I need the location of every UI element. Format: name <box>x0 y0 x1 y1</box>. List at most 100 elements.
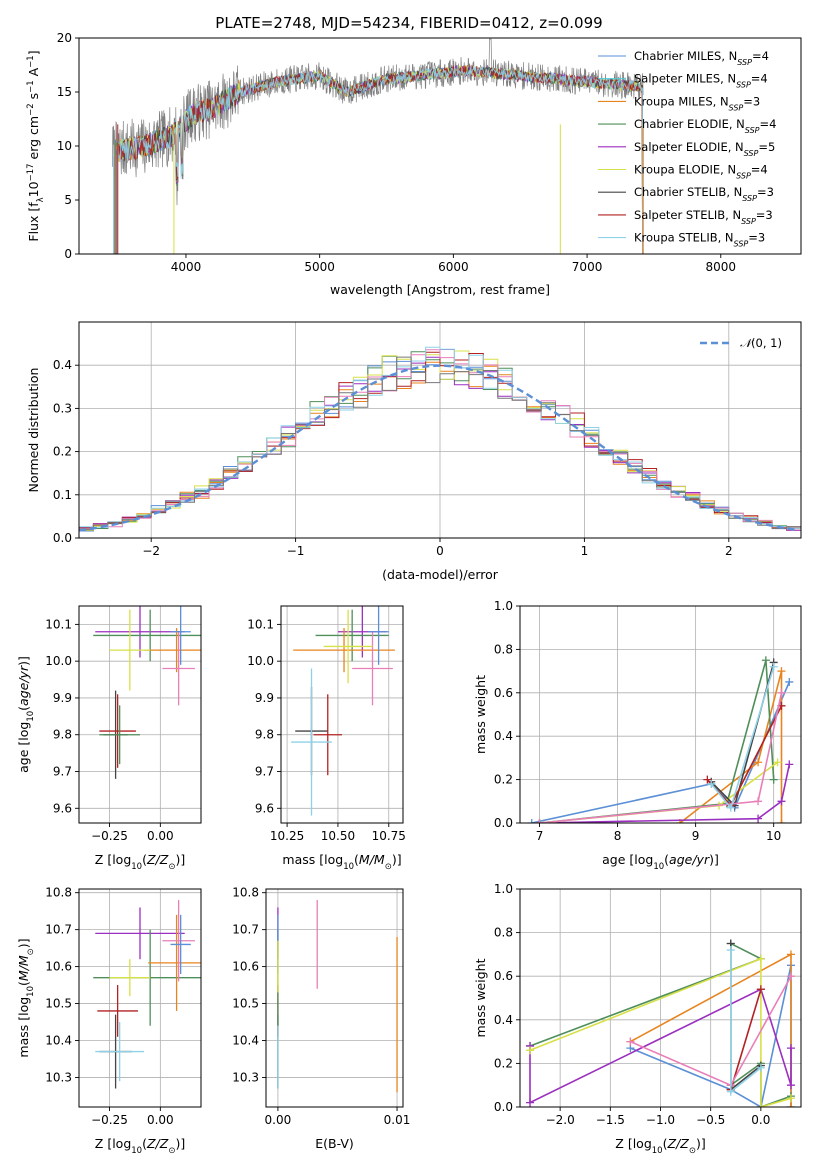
weight-marker <box>769 775 778 784</box>
legend-entry: 𝒩(0, 1) <box>740 336 782 350</box>
plot-area <box>93 606 201 779</box>
grid-lines <box>281 606 403 823</box>
y-tick-label: 10.3 <box>45 1070 72 1084</box>
weight-vs-metallicity-panel: −2.0 −1.5 −1.0 −0.5 0.0 0.0 0.2 0.4 0.6 0.8 1.0 Z [… <box>473 882 802 1156</box>
y-axis-label: Flux [fλ10−17 erg cm−2 s−1 A−1] <box>26 50 46 241</box>
weight-marker <box>777 819 786 823</box>
y-tick-label: 10.0 <box>45 654 72 668</box>
plot-area <box>93 900 201 1089</box>
x-tick-label: −0.25 <box>91 1113 128 1127</box>
y-tick-label: 9.6 <box>53 801 72 815</box>
y-tick-label: 10.8 <box>232 886 259 900</box>
legend-entry: Salpeter ELODIE, NSSP=5 <box>634 140 775 158</box>
x-tick-label: 7000 <box>572 260 603 274</box>
weight-marker <box>786 1044 795 1053</box>
y-tick-label: 0 <box>64 247 72 261</box>
weight-marker <box>726 803 735 812</box>
y-tick-label: 0.2 <box>494 1056 513 1070</box>
weight-line <box>529 957 792 1107</box>
y-tick-label: 0.1 <box>53 488 72 502</box>
model-spectrum <box>114 64 644 254</box>
model-spectrum <box>115 64 644 254</box>
y-tick-label: 20 <box>57 31 72 45</box>
weight-marker <box>526 1098 535 1107</box>
y-tick-label: 9.8 <box>255 728 274 742</box>
y-tick-label: 0.2 <box>53 445 72 459</box>
model-spectrum <box>116 65 644 254</box>
y-tick-label: 0.8 <box>494 642 513 656</box>
weight-marker <box>786 1094 795 1103</box>
weight-line <box>729 950 762 1094</box>
x-axis-label: age [log10(age/yr)] <box>602 852 719 872</box>
y-tick-label: 10.6 <box>232 960 259 974</box>
histogram-steps <box>79 350 801 531</box>
age-vs-mass-panel: 10.25 10.50 10.75 9.6 9.7 9.8 9.9 10.0 10.1 mass … <box>247 605 406 872</box>
weight-line <box>539 764 791 823</box>
y-tick-label: 0.2 <box>494 773 513 787</box>
weight-marker <box>786 950 795 959</box>
y-tick-label: 0.4 <box>494 729 513 743</box>
y-tick-label: 10.3 <box>232 1070 259 1084</box>
y-tick-label: 9.9 <box>255 691 274 705</box>
weight-marker <box>756 1103 765 1107</box>
x-tick-label: 1 <box>581 544 589 558</box>
weight-marker <box>785 760 794 769</box>
weight-marker <box>526 1046 535 1055</box>
y-tick-label: 0.8 <box>494 926 513 940</box>
x-tick-label: 0.0 <box>751 1113 770 1127</box>
weight-marker <box>777 688 786 697</box>
spectrum-panel: PLATE=2748, MJD=54234, FIBERID=0412, z=0… <box>26 14 802 297</box>
weight-marker <box>769 662 778 671</box>
histogram-steps <box>79 349 801 531</box>
x-tick-label: 0.01 <box>384 1113 411 1127</box>
legend: Chabrier MILES, NSSP=4 Salpeter MILES, NS… <box>598 49 776 248</box>
axes-frame <box>78 888 202 1108</box>
age-vs-metallicity-panel: −0.25 0.00 9.6 9.7 9.8 9.9 10.0 10.1 Z [log10(Z/… <box>16 605 202 872</box>
y-tick-label: 9.7 <box>255 765 274 779</box>
x-tick-label: 5000 <box>304 260 335 274</box>
x-axis-label: (data-model)/error <box>382 567 499 582</box>
x-axis-label: mass [log10(M/M⊙)] <box>282 852 401 872</box>
y-tick-label: 0.4 <box>494 1013 513 1027</box>
plot-area <box>526 939 795 1107</box>
y-tick-label: 0.0 <box>494 1100 513 1114</box>
y-axis-label: age [log10(age/yr)] <box>16 656 36 773</box>
axes-frame <box>265 888 404 1108</box>
y-tick-label: 0.6 <box>494 969 513 983</box>
plot-area <box>112 38 644 254</box>
y-tick-label: 0.0 <box>494 816 513 830</box>
axes-frame <box>78 605 202 824</box>
legend-entry: Chabrier ELODIE, NSSP=4 <box>634 117 776 135</box>
plot-area <box>291 606 395 816</box>
x-tick-label: −0.25 <box>91 829 128 843</box>
y-axis-label: mass [log10(M/M⊙)] <box>16 938 36 1057</box>
plot-area <box>527 656 794 823</box>
x-tick-label: −1.5 <box>596 1113 625 1127</box>
axes-frame <box>519 605 802 824</box>
x-tick-label: 0 <box>436 544 444 558</box>
x-tick-label: 7 <box>536 829 544 843</box>
y-tick-label: 0.3 <box>53 401 72 415</box>
weight-vs-age-panel: 7 8 9 10 0.0 0.2 0.4 0.6 0.8 1.0 age [log10(age/yr… <box>473 599 802 872</box>
y-tick-label: 10.8 <box>45 886 72 900</box>
y-tick-label: 10.6 <box>45 960 72 974</box>
y-tick-label: 0.0 <box>53 531 72 545</box>
y-tick-label: 10.0 <box>247 654 274 668</box>
x-axis-label: Z [log10(Z/Z⊙)] <box>615 1136 705 1156</box>
weight-marker <box>777 797 786 806</box>
x-tick-label: 4000 <box>171 260 202 274</box>
plot-area <box>277 900 398 1093</box>
y-tick-label: 10.4 <box>45 1033 72 1047</box>
y-tick-label: 9.8 <box>53 728 72 742</box>
y-axis-label: mass weight <box>473 675 488 754</box>
weight-marker <box>527 819 536 823</box>
x-tick-label: 0.00 <box>147 1113 174 1127</box>
legend-entry: Salpeter MILES, NSSP=4 <box>634 72 768 90</box>
y-tick-label: 9.6 <box>255 801 274 815</box>
legend-entry: Kroupa MILES, NSSP=3 <box>634 94 760 112</box>
y-axis-label: Normed distribution <box>26 368 41 493</box>
model-spectrum <box>116 65 644 254</box>
y-tick-label: 10.1 <box>45 617 72 631</box>
x-tick-label: 10.50 <box>321 829 355 843</box>
